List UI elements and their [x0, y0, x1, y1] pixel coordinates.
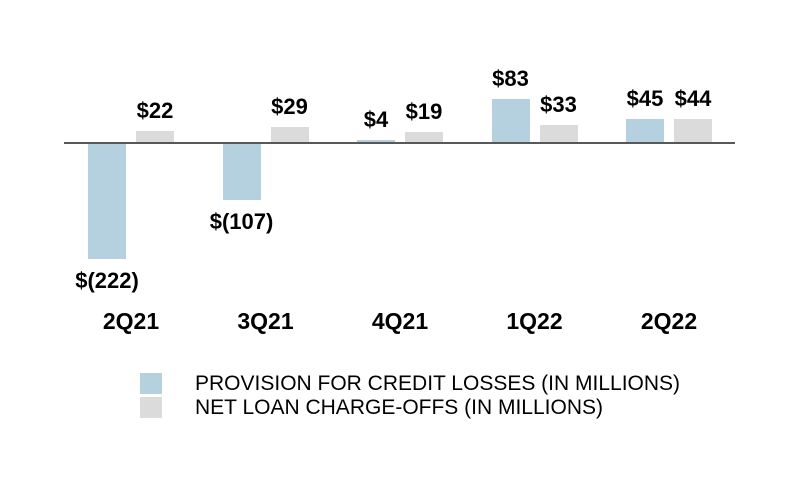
legend-label-provision: PROVISION FOR CREDIT LOSSES (IN MILLIONS…: [195, 372, 681, 395]
bar-chargeoffs-3Q21: [270, 127, 309, 142]
legend: PROVISION FOR CREDIT LOSSES (IN MILLIONS…: [140, 373, 680, 421]
value-label-chargeoffs-1Q22: $33: [540, 92, 577, 117]
bar-chargeoffs-2Q22: [674, 119, 712, 142]
bar-provision-4Q21: [357, 140, 395, 142]
legend-item-chargeoffs: NET LOAN CHARGE-OFFS (IN MILLIONS): [140, 397, 680, 418]
bar-chargeoffs-2Q21: [136, 131, 174, 142]
category-label-1Q22: 1Q22: [506, 308, 563, 334]
value-label-provision-3Q21: $(107): [209, 209, 274, 234]
value-label-provision-4Q21: $4: [363, 107, 389, 132]
value-label-provision-1Q22: $83: [492, 66, 529, 91]
value-label-provision-2Q22: $45: [626, 86, 664, 111]
value-label-chargeoffs-2Q22: $44: [674, 86, 712, 111]
bar-provision-1Q22: [491, 99, 530, 142]
category-label-2Q22: 2Q22: [640, 308, 698, 334]
bar-chargeoffs-4Q21: [405, 132, 443, 142]
bar-provision-3Q21: [222, 144, 261, 200]
value-label-chargeoffs-3Q21: $29: [271, 94, 308, 119]
category-label-3Q21: 3Q21: [237, 308, 294, 334]
legend-label-chargeoffs: NET LOAN CHARGE-OFFS (IN MILLIONS): [195, 396, 603, 419]
category-label-2Q21: 2Q21: [102, 308, 160, 334]
bar-provision-2Q21: [88, 144, 126, 259]
legend-item-provision: PROVISION FOR CREDIT LOSSES (IN MILLIONS…: [140, 373, 680, 394]
x-axis-line: [64, 142, 735, 144]
value-label-provision-2Q21: $(222): [75, 268, 139, 293]
legend-swatch-chargeoffs: [140, 397, 162, 418]
category-label-4Q21: 4Q21: [371, 308, 429, 334]
legend-swatch-provision: [140, 373, 162, 394]
bar-chargeoffs-1Q22: [539, 125, 578, 142]
value-label-chargeoffs-2Q21: $22: [136, 98, 174, 123]
value-label-chargeoffs-4Q21: $19: [405, 99, 443, 124]
bar-provision-2Q22: [626, 119, 664, 142]
